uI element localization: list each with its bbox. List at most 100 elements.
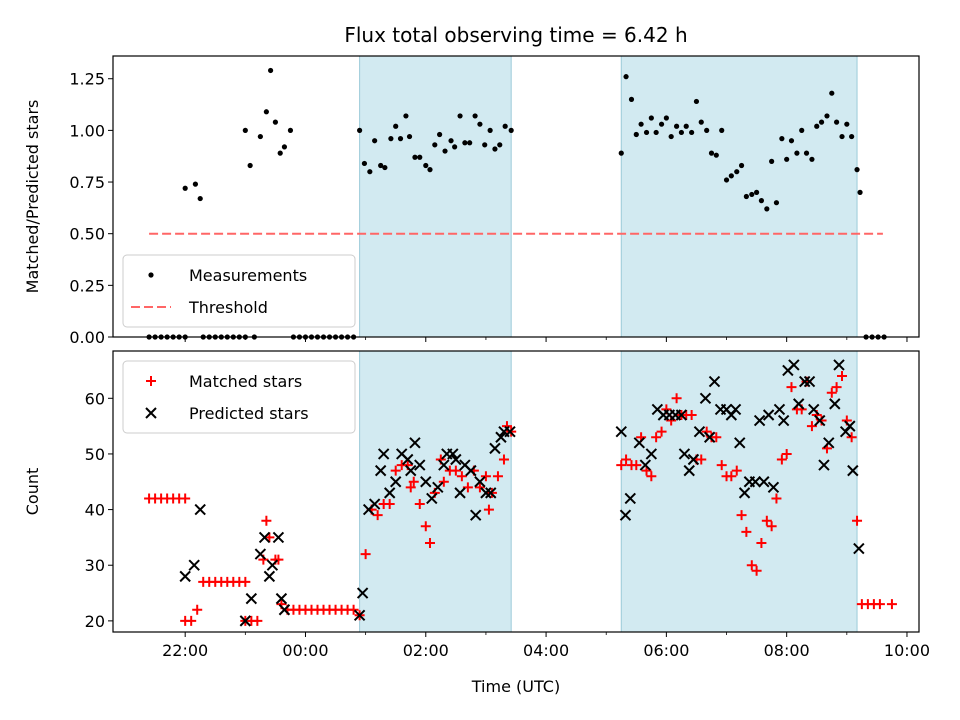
- data-point: [624, 492, 636, 505]
- data-point: [738, 162, 745, 169]
- data-point: [287, 127, 294, 133]
- data-point: [758, 198, 765, 204]
- data-point: [808, 403, 820, 416]
- data-point: [384, 499, 395, 510]
- data-point: [826, 387, 837, 398]
- data-point: [489, 442, 501, 455]
- data-point: [258, 531, 271, 544]
- top-shaded-interval: [620, 55, 858, 338]
- data-point: [708, 150, 715, 156]
- data-point: [814, 123, 820, 129]
- data-point: [180, 493, 191, 504]
- top-shaded-interval: [359, 55, 512, 338]
- data-point: [405, 482, 416, 493]
- data-point: [767, 481, 780, 494]
- data-point: [771, 493, 782, 504]
- data-point: [361, 160, 368, 167]
- data-point: [186, 615, 197, 626]
- data-point: [786, 382, 797, 393]
- data-point: [267, 67, 274, 74]
- data-point: [417, 154, 423, 160]
- data-point: [194, 503, 206, 516]
- legend-marker: [146, 376, 156, 386]
- bottom-y-tick-label: 60: [85, 389, 105, 408]
- data-point: [389, 476, 402, 488]
- data-point: [469, 509, 482, 521]
- data-point: [704, 127, 710, 133]
- data-point: [281, 144, 288, 150]
- data-point: [179, 570, 191, 583]
- data-point: [764, 206, 770, 212]
- data-point: [708, 375, 721, 388]
- legend-label: Predicted stars: [189, 404, 309, 423]
- data-point: [197, 195, 203, 202]
- data-point: [405, 464, 417, 477]
- top-legend: Measurements Threshold: [122, 254, 356, 328]
- data-point: [254, 548, 267, 560]
- data-point: [487, 127, 493, 133]
- data-point: [837, 371, 848, 382]
- data-point: [847, 464, 859, 477]
- data-point: [753, 189, 760, 195]
- top-y-tick-label: 0.25: [69, 276, 105, 295]
- data-point: [480, 471, 491, 482]
- data-point: [465, 464, 477, 477]
- data-point: [729, 403, 742, 416]
- data-point: [438, 459, 450, 471]
- data-point: [480, 487, 492, 499]
- data-point: [412, 154, 418, 160]
- data-point: [773, 200, 780, 206]
- data-point: [374, 464, 387, 477]
- data-point: [495, 431, 507, 443]
- data-point: [409, 437, 421, 449]
- data-point: [736, 510, 747, 521]
- data-point: [631, 460, 642, 471]
- data-point: [448, 138, 454, 144]
- data-point: [874, 599, 885, 610]
- data-point: [794, 150, 800, 156]
- data-point: [633, 131, 639, 138]
- data-point: [414, 499, 425, 510]
- top-y-tick-label: 0.75: [69, 173, 105, 192]
- data-point: [781, 448, 792, 459]
- data-point: [761, 515, 772, 526]
- data-point: [263, 570, 276, 583]
- data-point: [769, 158, 775, 164]
- data-point: [814, 414, 826, 427]
- data-point: [746, 560, 757, 571]
- data-point: [656, 426, 667, 437]
- data-point: [357, 127, 363, 133]
- data-point: [247, 162, 253, 169]
- data-point: [833, 119, 840, 125]
- data-point: [497, 142, 503, 148]
- legend-marker: [145, 407, 157, 419]
- data-point: [508, 127, 514, 133]
- data-point: [713, 152, 719, 158]
- data-point: [240, 576, 251, 587]
- x-tick-label: 04:00: [523, 641, 569, 660]
- data-point: [816, 415, 827, 426]
- data-point: [372, 138, 378, 144]
- data-point: [818, 119, 825, 125]
- top-y-axis-label: Matched/Predicted stars: [23, 100, 42, 294]
- data-point: [504, 425, 516, 438]
- data-point: [734, 169, 740, 175]
- top-y-tick-label: 0.00: [69, 328, 105, 347]
- data-point: [671, 393, 682, 404]
- data-point: [372, 510, 383, 521]
- data-point: [192, 604, 203, 615]
- data-point: [743, 193, 749, 200]
- data-point: [766, 521, 777, 532]
- data-point: [408, 476, 419, 487]
- data-point: [618, 150, 624, 156]
- data-point: [619, 509, 632, 521]
- data-point: [498, 454, 509, 465]
- data-point: [703, 431, 716, 443]
- data-point: [457, 113, 463, 119]
- data-point: [377, 448, 390, 460]
- bottom-axes-frame: [112, 350, 920, 633]
- data-point: [623, 74, 629, 80]
- data-point: [784, 156, 790, 162]
- data-point: [450, 465, 461, 476]
- data-point: [824, 113, 830, 119]
